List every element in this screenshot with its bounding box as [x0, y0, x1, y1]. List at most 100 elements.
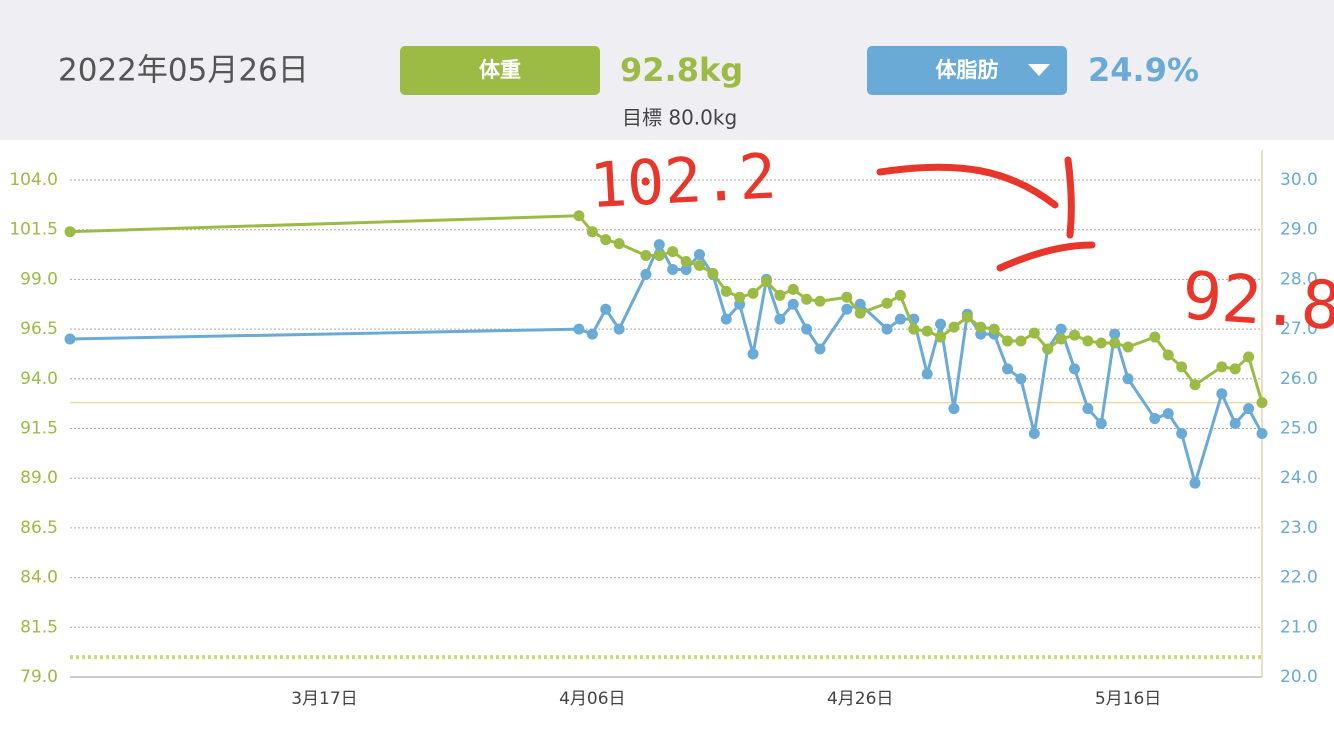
- data-point: [1176, 427, 1188, 439]
- header-bar: [0, 0, 1334, 140]
- data-point: [1162, 349, 1174, 361]
- y-tick-label: 99.0: [20, 269, 58, 289]
- data-point: [1109, 337, 1121, 349]
- data-point: [935, 318, 947, 330]
- data-point: [894, 289, 906, 301]
- data-point: [1028, 327, 1040, 339]
- y-tick-label: 79.0: [20, 667, 58, 687]
- fat-button[interactable]: [867, 46, 1067, 95]
- fat-value: 24.9%: [1088, 51, 1199, 89]
- data-point: [1216, 361, 1228, 373]
- data-point: [707, 267, 719, 279]
- data-point: [720, 285, 732, 297]
- data-point: [573, 323, 585, 335]
- data-point: [921, 368, 933, 380]
- data-point: [640, 268, 652, 280]
- data-point: [1256, 397, 1268, 409]
- handwritten-annotation: 92.8: [1180, 257, 1334, 345]
- y2-tick-label: 27.0: [1280, 319, 1318, 339]
- y-tick-label: 86.5: [20, 518, 58, 538]
- data-point: [747, 287, 759, 299]
- data-point: [600, 234, 612, 246]
- data-point: [1189, 379, 1201, 391]
- data-point: [600, 303, 612, 315]
- data-point: [975, 321, 987, 333]
- data-point: [935, 331, 947, 343]
- data-point: [1216, 388, 1228, 400]
- y2-tick-label: 23.0: [1280, 518, 1318, 538]
- y2-tick-label: 28.0: [1280, 269, 1318, 289]
- date: 2022年05月26日: [58, 53, 309, 89]
- fat-button-label[interactable]: 体脂肪: [936, 58, 999, 82]
- data-point: [573, 210, 585, 222]
- data-point: [1229, 363, 1241, 375]
- data-point: [640, 250, 652, 262]
- data-point: [961, 311, 973, 323]
- data-point: [841, 303, 853, 315]
- data-point: [948, 403, 960, 415]
- y-tick-label: 81.5: [20, 617, 58, 637]
- data-point: [1095, 418, 1107, 430]
- data-point: [1002, 363, 1014, 375]
- data-point: [881, 297, 893, 309]
- series-line: [69, 243, 1264, 485]
- data-point: [1256, 427, 1268, 439]
- data-point: [854, 307, 866, 319]
- data-point: [613, 238, 625, 250]
- data-point: [814, 295, 826, 307]
- data-point: [734, 291, 746, 303]
- data-point: [693, 259, 705, 271]
- y-tick-label: 104.0: [9, 170, 58, 190]
- data-point: [653, 250, 665, 262]
- data-point: [680, 256, 692, 268]
- data-point: [64, 333, 76, 345]
- data-point: [1055, 323, 1067, 335]
- weight-button[interactable]: [400, 46, 600, 95]
- data-point: [1149, 331, 1161, 343]
- weight-button-label[interactable]: 体重: [479, 58, 521, 82]
- data-point: [653, 239, 665, 251]
- goal: 目標 80.0kg: [622, 106, 737, 130]
- y-tick-label: 84.0: [20, 568, 58, 588]
- y2-tick-label: 25.0: [1280, 419, 1318, 439]
- data-point: [801, 323, 813, 335]
- y2-tick-label: 20.0: [1280, 667, 1318, 687]
- data-point: [1243, 403, 1255, 415]
- data-point: [1082, 335, 1094, 347]
- data-point: [1055, 333, 1067, 345]
- data-point: [1189, 477, 1201, 489]
- y-tick-label: 101.5: [9, 220, 58, 240]
- y2-tick-label: 24.0: [1280, 468, 1318, 488]
- data-point: [667, 263, 679, 275]
- data-point: [854, 298, 866, 310]
- plot: 79.0 81.5 84.0 86.5 89.0 91.5 94.0 96.5 99.0 101.…: [9, 150, 1318, 709]
- data-point: [787, 298, 799, 310]
- data-point: [720, 313, 732, 325]
- data-point: [586, 328, 598, 340]
- y2-tick-label: 21.0: [1280, 617, 1318, 637]
- data-point: [801, 293, 813, 305]
- data-point: [747, 348, 759, 360]
- data-point: [680, 263, 692, 275]
- dropdown-arrow[interactable]: [1028, 64, 1050, 76]
- data-point: [1015, 335, 1027, 347]
- data-point: [1028, 427, 1040, 439]
- y-tick-label: 96.5: [20, 319, 58, 339]
- x-tick-label: 4月06日: [559, 689, 625, 709]
- data-point: [908, 323, 920, 335]
- data-point: [1162, 408, 1174, 420]
- data-point: [1068, 329, 1080, 341]
- y2-tick-label: 26.0: [1280, 369, 1318, 389]
- data-point: [894, 313, 906, 325]
- data-point: [1042, 343, 1054, 355]
- data-point: [1015, 373, 1027, 385]
- data-point: [1068, 363, 1080, 375]
- data-point: [1109, 328, 1121, 340]
- y-tick-label: 94.0: [20, 369, 58, 389]
- x-tick-label: 3月17日: [291, 689, 357, 709]
- data-point: [64, 226, 76, 238]
- data-point: [1149, 413, 1161, 425]
- data-point: [1176, 361, 1188, 373]
- data-point: [787, 283, 799, 295]
